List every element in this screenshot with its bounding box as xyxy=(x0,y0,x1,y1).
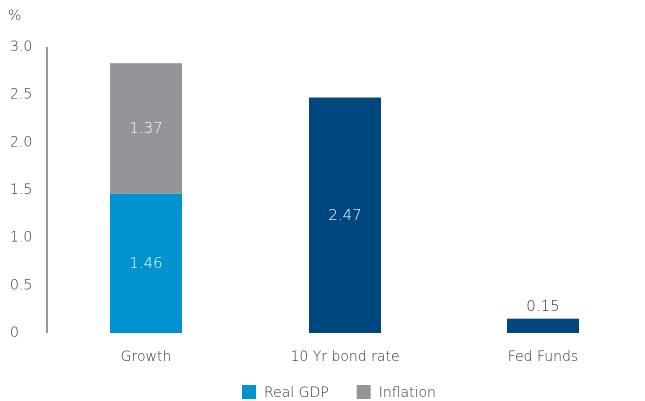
bar-segment xyxy=(309,97,381,333)
y-tick-label: 3.0 xyxy=(10,39,32,55)
bar-segment xyxy=(507,318,579,333)
legend-label: Real GDP xyxy=(264,385,329,401)
y-tick-label: 1.5 xyxy=(10,182,32,198)
y-tick-label: 1.0 xyxy=(10,230,32,246)
data-label: 1.46 xyxy=(129,254,162,272)
x-tick-label: Growth xyxy=(121,349,172,365)
legend-swatch xyxy=(356,385,371,399)
data-label: 2.47 xyxy=(328,206,361,224)
data-label: 0.15 xyxy=(526,297,559,315)
y-axis-label: % xyxy=(8,8,21,24)
data-label: 1.37 xyxy=(129,119,162,137)
bar-segment xyxy=(110,63,182,194)
y-tick-label: 0.5 xyxy=(10,277,32,293)
bar-segment xyxy=(110,193,182,333)
legend-label: Inflation xyxy=(379,385,436,401)
x-tick-label: Fed Funds xyxy=(508,349,578,365)
legend-swatch xyxy=(242,385,256,399)
x-tick-label: 10 Yr bond rate xyxy=(290,349,399,365)
y-tick-label: 2.0 xyxy=(10,134,32,150)
y-tick-label: 2.5 xyxy=(10,87,32,103)
y-tick-label: 0 xyxy=(10,325,19,341)
